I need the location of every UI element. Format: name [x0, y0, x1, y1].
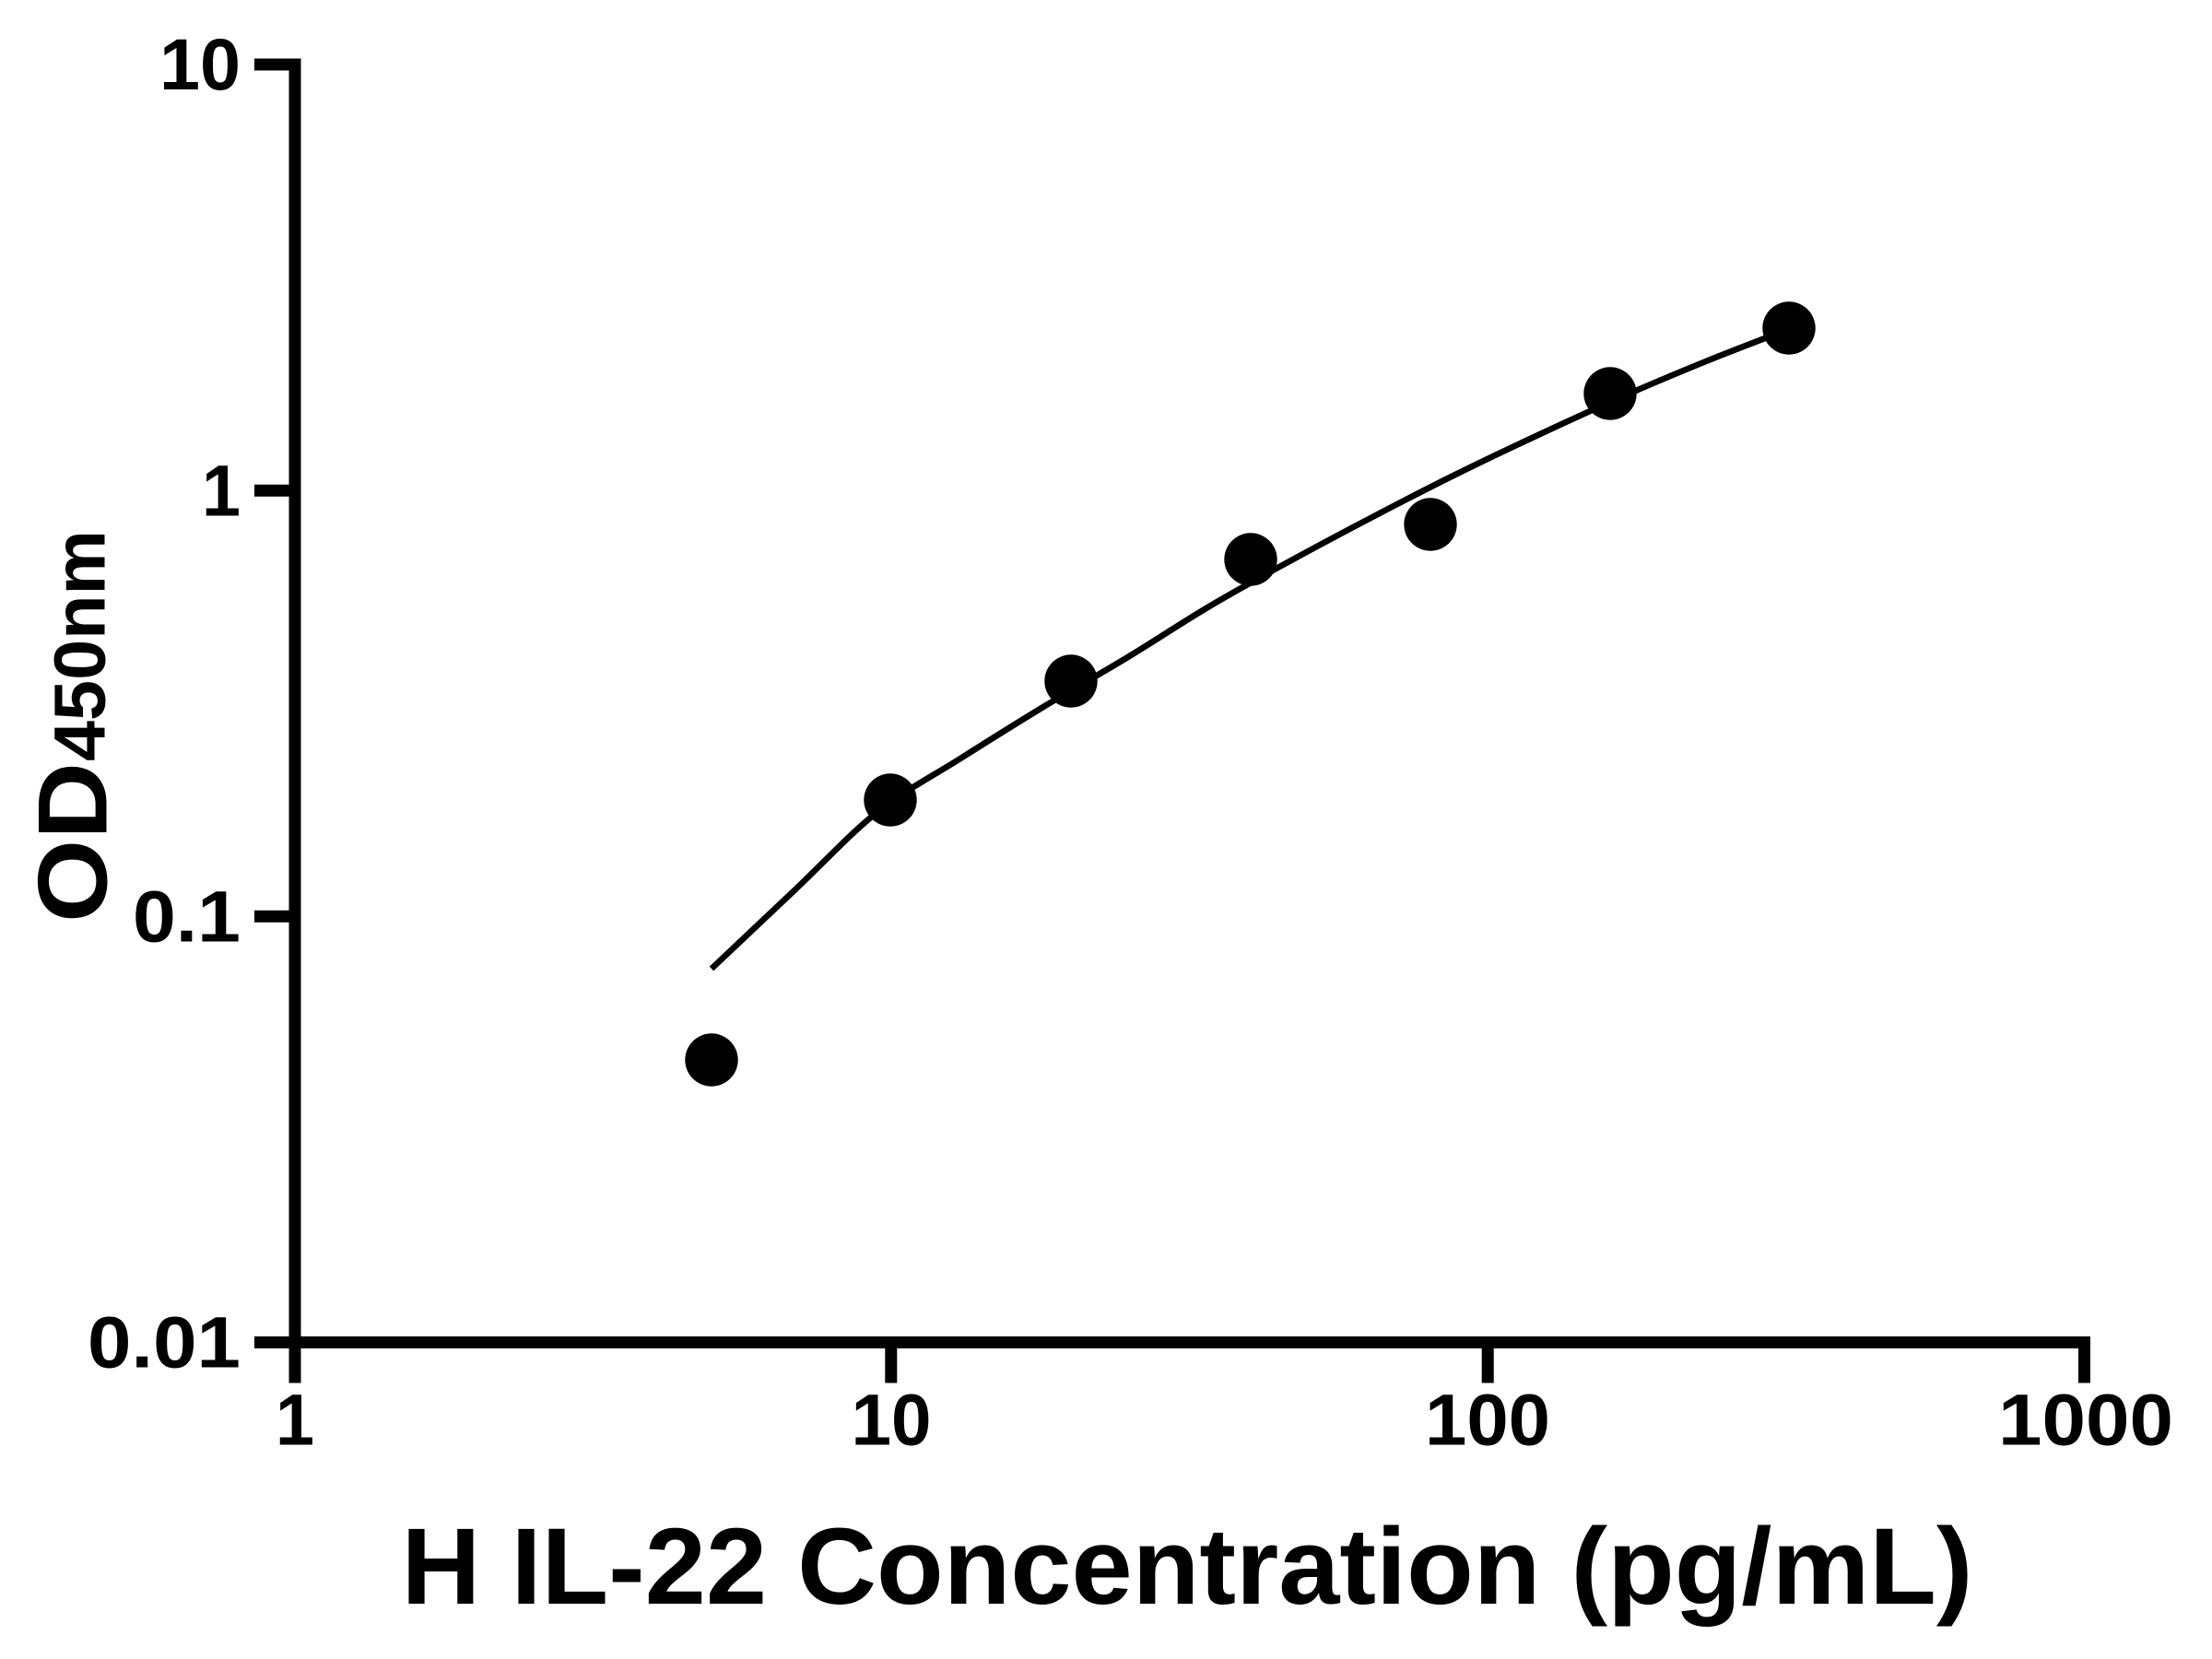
svg-text:100: 100 — [1425, 1378, 1550, 1460]
svg-text:450nm: 450nm — [39, 530, 121, 761]
svg-text:H IL-22 Concentration (pg/mL): H IL-22 Concentration (pg/mL) — [402, 1506, 1973, 1628]
svg-text:1: 1 — [202, 449, 241, 531]
svg-text:OD: OD — [18, 762, 128, 923]
svg-text:0.01: 0.01 — [88, 1301, 241, 1383]
svg-text:0.1: 0.1 — [133, 876, 241, 958]
svg-text:10: 10 — [852, 1378, 932, 1460]
svg-text:10: 10 — [159, 23, 241, 105]
svg-text:1000: 1000 — [1998, 1378, 2173, 1460]
svg-text:1: 1 — [276, 1378, 314, 1460]
